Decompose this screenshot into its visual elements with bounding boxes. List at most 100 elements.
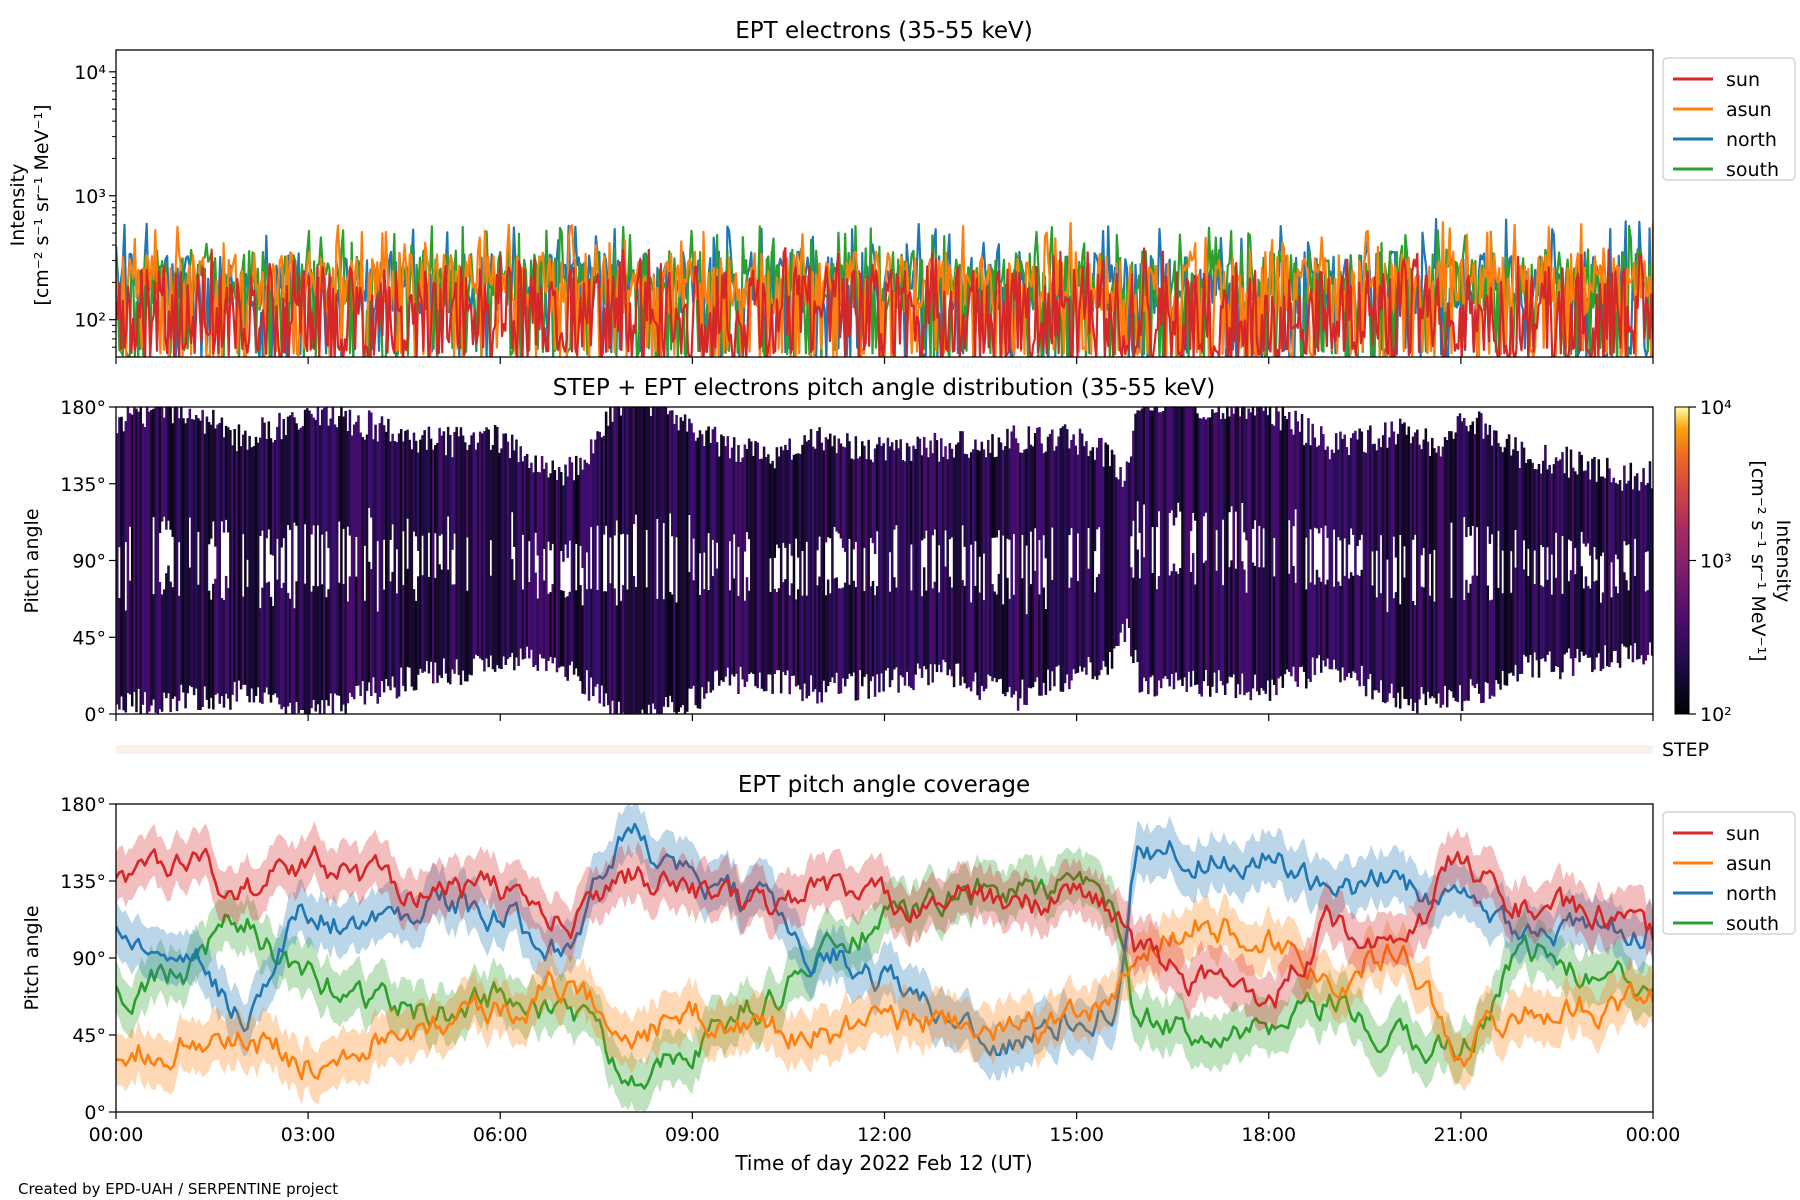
step-band [116, 745, 1653, 754]
pad-cell [837, 588, 841, 694]
pad-cell [231, 445, 234, 695]
pad-cell [406, 429, 409, 519]
pad-cell [1162, 411, 1165, 679]
pad-cell [679, 417, 683, 708]
pad-cell [835, 577, 838, 673]
pad-cell [1339, 431, 1342, 541]
pad-cell [137, 411, 140, 689]
pad-cell [295, 581, 298, 702]
pad-cell [624, 407, 627, 714]
pad-cell [920, 455, 924, 541]
pad-cell [515, 439, 518, 658]
pad-cell [730, 447, 734, 675]
pad-cell [1307, 418, 1310, 679]
pad-cell [1584, 470, 1588, 547]
pad-cell [188, 408, 192, 518]
pad-cell [662, 599, 666, 707]
y-tick-label: 0° [84, 704, 106, 726]
pad-cell [273, 439, 277, 694]
pad-cell [1281, 407, 1285, 688]
pad-cell [1021, 452, 1024, 535]
pad-cell [856, 458, 860, 701]
pad-cell [1614, 586, 1618, 651]
pad-x-ticks [115, 714, 1654, 721]
pad-cell [596, 589, 599, 685]
pad-cell [922, 567, 926, 667]
pad-cell [1251, 562, 1255, 689]
pad-cell [707, 426, 710, 534]
pad-cell [1151, 573, 1154, 676]
pad-cell [954, 444, 958, 664]
pad-cell [329, 418, 332, 694]
pad-cell [641, 407, 644, 710]
pad-cell [335, 427, 339, 696]
pad-cell [459, 427, 463, 685]
pad-cell [649, 416, 653, 714]
pad-cell [1625, 580, 1628, 648]
pad-cell [436, 442, 439, 683]
pad-cell [1142, 557, 1146, 678]
credit-text: Created by EPD-UAH / SERPENTINE project [18, 1180, 338, 1198]
pad-cell [389, 581, 392, 691]
pad-cell [500, 448, 503, 670]
pad-cell [848, 584, 851, 674]
pad-cell [621, 407, 625, 534]
pad-cell [1153, 407, 1157, 697]
pad-cell [600, 437, 604, 686]
pad-cell [724, 446, 727, 677]
pad-cell [1527, 576, 1530, 663]
pad-cell [1258, 567, 1261, 696]
pad-cell [658, 407, 661, 714]
pad-cell [875, 444, 879, 532]
pad-cell [1339, 585, 1342, 683]
pad-cell [1170, 571, 1174, 674]
pad-cell [848, 441, 851, 539]
pad-cell [709, 442, 712, 693]
pad-cell [1430, 437, 1434, 697]
pad-cell [167, 407, 170, 521]
pad-cell [1174, 571, 1178, 673]
pad-cell [1571, 467, 1575, 676]
step-label: STEP [1662, 739, 1709, 761]
pad-cell [1311, 423, 1314, 658]
pad-cell [320, 409, 324, 535]
pad-cell [758, 459, 762, 673]
pad-cell [1450, 431, 1453, 523]
pad-cell [1384, 422, 1387, 704]
pad-cell [619, 600, 623, 714]
pad-cell [1392, 431, 1396, 537]
pad-cell [1522, 569, 1526, 655]
pad-cell [399, 429, 403, 668]
pad-cell [880, 445, 883, 674]
pad-cell [824, 437, 828, 543]
pad-cell [937, 592, 941, 665]
pad-cell [1578, 451, 1581, 663]
pad-cell [461, 435, 465, 671]
pad-cell [1097, 573, 1101, 676]
pad-cell [1228, 567, 1231, 677]
pad-cell [1204, 419, 1208, 513]
pad-cell [754, 441, 757, 687]
pad-cell [1241, 407, 1244, 503]
pad-cell [451, 457, 454, 550]
pad-cell [1518, 468, 1522, 675]
pad-cell [118, 598, 121, 710]
pad-cell [1076, 581, 1080, 673]
pad-cell [991, 584, 994, 682]
pad-cell [1403, 577, 1406, 699]
pad-cell [235, 451, 239, 702]
pad-cell [327, 589, 330, 706]
pad-cell [1270, 424, 1274, 680]
pad-cell [227, 427, 230, 533]
pad-cell [365, 434, 369, 691]
pad-cell [547, 477, 550, 542]
pad-cell [803, 435, 806, 684]
pad-cell [1266, 415, 1270, 681]
pad-cell [555, 479, 559, 673]
pad-cell [850, 458, 853, 677]
pad-cell [1317, 445, 1321, 534]
pad-cell [1279, 430, 1282, 677]
pad-cell [1258, 407, 1261, 526]
pad-cell [246, 586, 249, 696]
